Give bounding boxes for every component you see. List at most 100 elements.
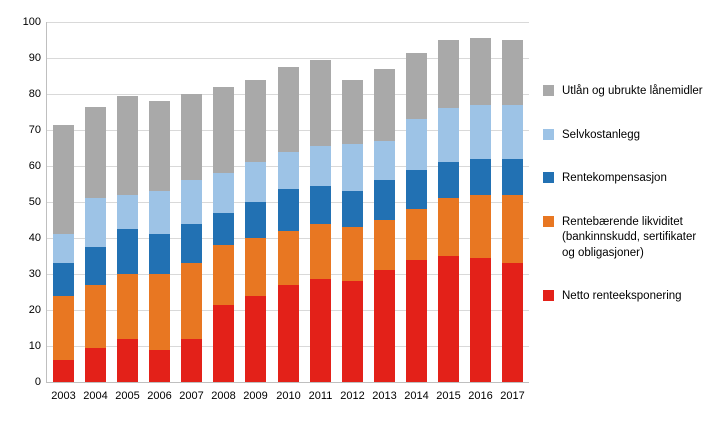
bar-segment <box>245 295 266 382</box>
gridline <box>47 22 529 23</box>
bar-segment <box>213 245 234 305</box>
x-tick-label: 2015 <box>436 390 461 402</box>
legend-label: Rentekompensasjon <box>562 172 667 185</box>
legend-item: Selvkostanlegg <box>543 128 715 144</box>
bar-2010 <box>278 22 299 382</box>
bar-segment <box>181 180 202 224</box>
y-tick-label: 80 <box>28 88 41 100</box>
bar-segment <box>53 124 74 235</box>
bar-segment <box>213 212 234 246</box>
bar-segment <box>181 94 202 181</box>
bar-segment <box>438 40 459 109</box>
bar-segment <box>117 95 138 195</box>
legend-item: Netto renteeksponering <box>543 289 715 305</box>
y-tick-label: 100 <box>22 16 41 28</box>
legend-swatch <box>543 128 554 140</box>
bar-2006 <box>149 22 170 382</box>
legend-label: Utlån og ubrukte lånemidler <box>562 85 703 97</box>
bar-segment <box>213 173 234 213</box>
bar-segment <box>406 119 427 170</box>
y-tick-label: 70 <box>28 124 41 136</box>
bar-segment <box>278 284 299 382</box>
bar-segment <box>53 234 74 264</box>
bar-segment <box>181 223 202 264</box>
gridline <box>47 58 529 59</box>
bar-segment <box>85 106 106 199</box>
bar-segment <box>406 209 427 260</box>
bar-segment <box>53 295 74 361</box>
y-tick-label: 30 <box>28 268 41 280</box>
bar-segment <box>342 281 363 382</box>
bar-2008 <box>213 22 234 382</box>
bar-segment <box>470 38 491 105</box>
bar-segment <box>342 227 363 282</box>
bar-segment <box>438 162 459 199</box>
x-tick-label: 2008 <box>211 390 236 402</box>
bar-segment <box>470 257 491 382</box>
legend-label: Selvkostanlegg <box>562 128 640 141</box>
bar-segment <box>117 338 138 382</box>
x-tick-label: 2014 <box>404 390 429 402</box>
x-tick-label: 2006 <box>147 390 172 402</box>
x-tick-label: 2012 <box>340 390 365 402</box>
bar-segment <box>310 223 331 280</box>
y-tick-label: 50 <box>28 196 41 208</box>
bar-segment <box>310 146 331 186</box>
bar-segment <box>438 108 459 163</box>
bar-segment <box>470 158 491 195</box>
bar-segment <box>502 40 523 105</box>
bar-segment <box>278 67 299 152</box>
bar-segment <box>502 158 523 195</box>
bar-segment <box>406 259 427 382</box>
bar-segment <box>245 79 266 163</box>
x-tick-label: 2016 <box>468 390 493 402</box>
bar-segment <box>85 284 106 348</box>
bar-segment <box>406 52 427 120</box>
legend-swatch <box>543 172 554 184</box>
bar-2016 <box>470 22 491 382</box>
bar-segment <box>85 198 106 247</box>
bar-segment <box>310 279 331 382</box>
bar-segment <box>278 230 299 285</box>
bar-2012 <box>342 22 363 382</box>
bar-segment <box>374 270 395 382</box>
bar-segment <box>310 59 331 147</box>
bar-segment <box>470 104 491 159</box>
bar-segment <box>502 263 523 382</box>
bar-2015 <box>438 22 459 382</box>
bar-segment <box>85 247 106 285</box>
x-tick-label: 2005 <box>115 390 140 402</box>
x-tick-label: 2010 <box>276 390 301 402</box>
bar-segment <box>406 169 427 210</box>
bar-segment <box>213 86 234 174</box>
x-tick-label: 2009 <box>243 390 268 402</box>
legend-label: Rentebærende likviditet (bankinnskudd, s… <box>562 215 697 259</box>
bar-segment <box>149 191 170 235</box>
bar-segment <box>117 274 138 339</box>
y-tick-label: 60 <box>28 160 41 172</box>
bar-segment <box>53 263 74 296</box>
bar-2017 <box>502 22 523 382</box>
x-tick-label: 2011 <box>308 390 333 402</box>
y-tick-label: 0 <box>34 376 41 388</box>
bar-segment <box>85 347 106 382</box>
bar-segment <box>502 194 523 264</box>
legend-item: Rentekompensasjon <box>543 171 715 187</box>
bar-segment <box>374 140 395 181</box>
bar-2003 <box>53 22 74 382</box>
bar-2004 <box>85 22 106 382</box>
bar-segment <box>245 162 266 202</box>
x-tick-label: 2007 <box>179 390 204 402</box>
bar-segment <box>53 360 74 382</box>
bar-segment <box>213 304 234 382</box>
x-tick-label: 2003 <box>51 390 76 402</box>
bar-segment <box>181 338 202 382</box>
bar-segment <box>374 180 395 220</box>
legend-swatch <box>543 215 554 227</box>
bar-segment <box>438 256 459 382</box>
legend-label: Netto renteeksponering <box>562 290 682 303</box>
legend-swatch <box>543 290 554 302</box>
y-tick-label: 10 <box>28 340 41 352</box>
bar-segment <box>342 191 363 228</box>
